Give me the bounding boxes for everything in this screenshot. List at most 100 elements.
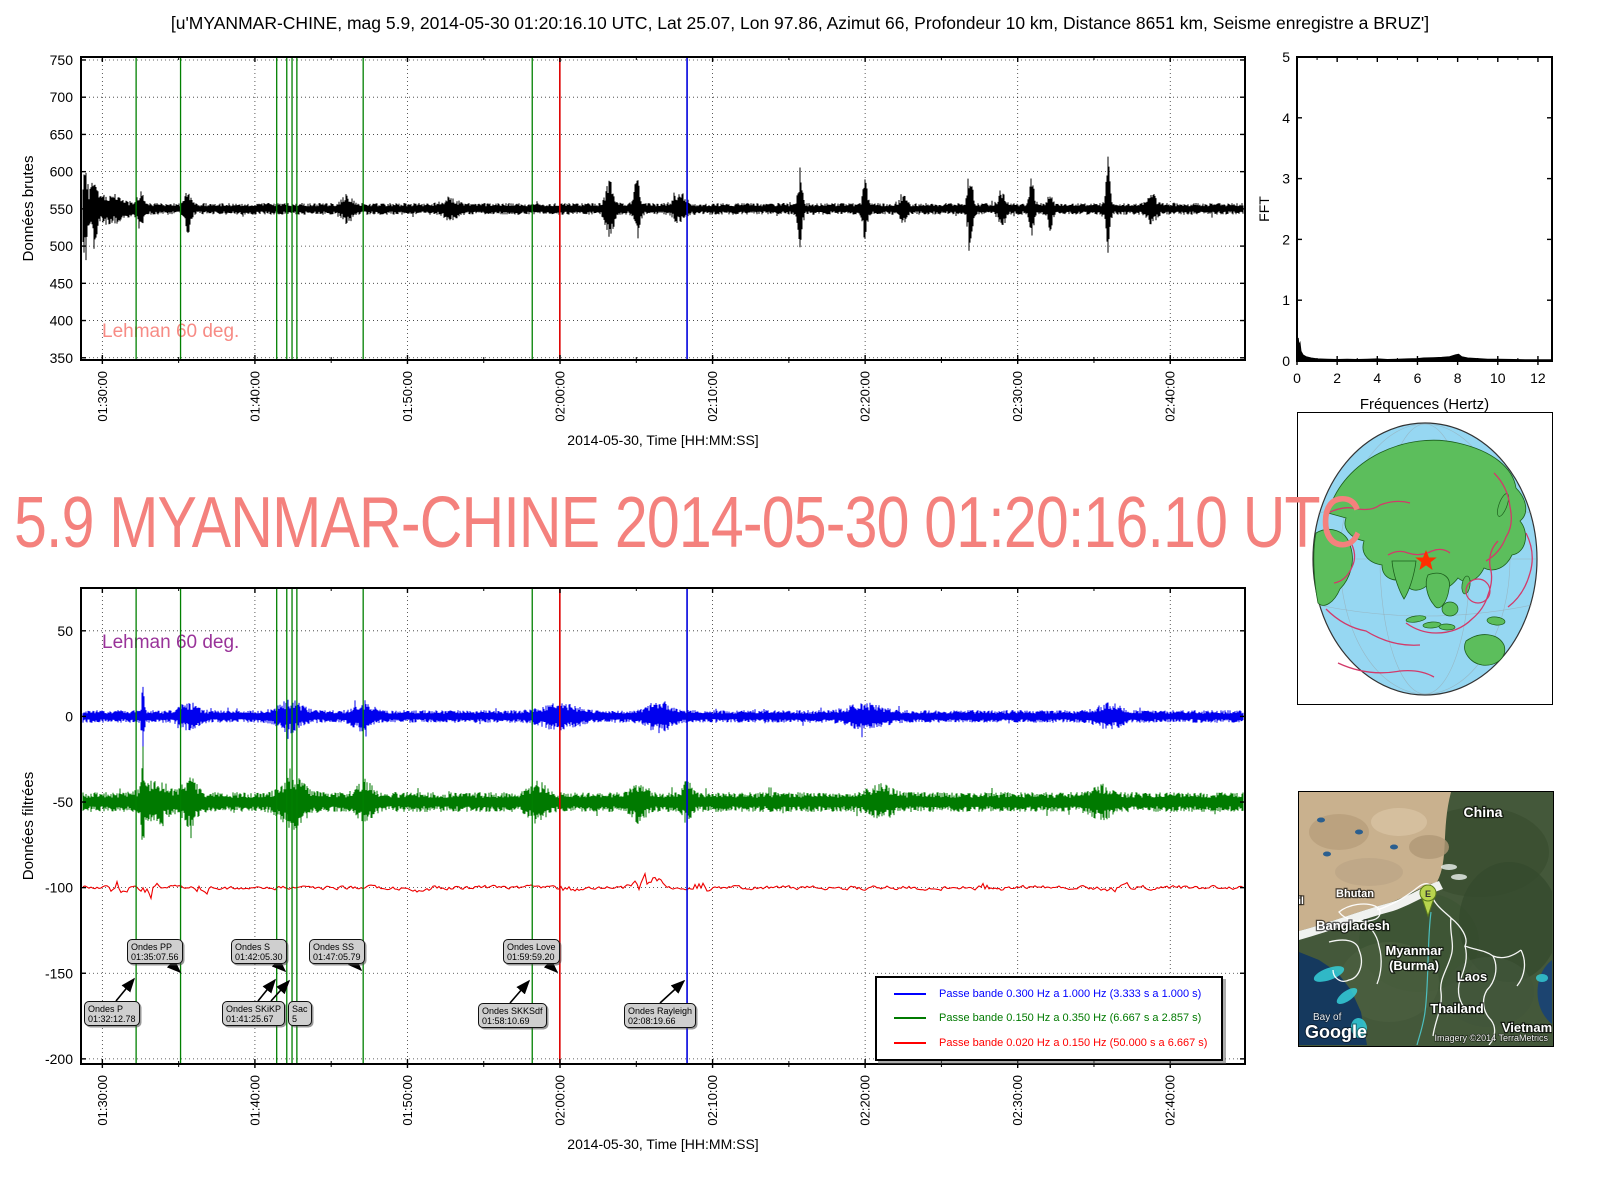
phase-box-ondes-s: Ondes S 01:42:05.30 [231,939,287,965]
phase-box-ondes-pp: Ondes PP 01:35:07.56 [127,939,183,965]
filtered-xlabel: 2014-05-30, Time [HH:MM:SS] [567,1136,758,1152]
annotation-arrow [115,977,136,1002]
globe-landmass [1464,634,1506,666]
map-label-myanmar: Myanmar [1385,943,1442,958]
x-tick-label: 01:40:00 [247,371,262,422]
annotation-arrow [257,978,277,1002]
filtered-corner-label: Lehman 60 deg. [102,632,239,653]
legend-line-sample [894,1041,926,1044]
x-tick-label: 02:30:00 [1010,371,1025,422]
legend-entry: Passe bande 0.300 Hz a 1.000 Hz (3.333 s… [879,988,1219,1000]
x-tick-label: 02:00:00 [553,1075,568,1126]
map-lake [1323,851,1331,857]
y-tick-label: 0 [65,708,73,724]
x-tick-label: 02:10:00 [705,1075,720,1126]
map-shallow-water [1313,966,1345,982]
map-snow-patch [1451,874,1467,880]
phase-time: 01:35:07.56 [131,951,179,962]
map-label-china: China [1464,804,1503,820]
map-pin-letter: E [1425,889,1431,899]
phase-name: Ondes S [235,941,271,952]
globe-plate-boundary [1405,540,1499,634]
fft-y-tick-label: 2 [1282,231,1290,247]
fft-y-tick-label: 1 [1282,292,1290,308]
map-terrain-patch [1444,957,1534,1027]
y-tick-label: 500 [50,238,74,254]
filtered-trace-1 [82,746,1244,840]
y-tick-label: 350 [50,350,74,366]
phase-time: 01:41:25.67 [226,1013,274,1024]
globe-plate-boundary [1327,500,1411,514]
map-border [1482,955,1497,1046]
map-label-vietnam: Vietnam [1502,1020,1552,1035]
map-border [1328,939,1363,982]
map-snow-patch [1441,864,1457,870]
filtered-ylabel: Données filtrées [20,772,37,880]
globe-landmass [1313,529,1353,606]
phase-name: Ondes PP [131,941,173,952]
filtered-trace-group [82,686,1244,901]
globe-plate-boundary [1465,578,1491,604]
phase-box-ondes-rayleigh: Ondes Rayleigh 02:08:19.66 [624,1003,697,1029]
fft-ylabel: FFT [1256,196,1272,222]
event-headline: 5.9 MYANMAR-CHINE 2014-05-30 01:20:16.10… [14,483,1362,563]
raw-trace [82,156,1244,261]
fft-xlabel: Fréquences (Hertz) [1360,396,1489,413]
map-plateau-patch [1371,808,1427,836]
phase-name: Ondes P [88,1003,124,1014]
globe-landmass [1425,572,1450,609]
fft-spectrum [1296,337,1553,362]
phase-name: Ondes Love [507,941,556,952]
globe-island [1405,615,1427,623]
map-border [1432,917,1454,1037]
satellite-location-map: China Bhutan Bangladesh Myanmar (Burma) Laos T… [1298,791,1554,1047]
map-snow-range [1299,881,1443,940]
y-tick-label: 750 [50,52,74,68]
phase-box-ondes-skksdf: Ondes SKKSdf 01:58:10.69 [478,1003,547,1029]
x-tick-label: 02:40:00 [1163,371,1178,422]
globe-graphic [1312,422,1538,696]
y-tick-label: 600 [50,164,74,180]
map-terrain-patch [1339,942,1439,1022]
globe-island [1461,575,1471,595]
phase-time: 01:58:10.69 [482,1015,530,1026]
map-label-thailand: Thailand [1430,1001,1484,1016]
legend-label: Passe bande 0.150 Hz a 0.350 Hz (6.667 s… [939,1012,1202,1025]
globe-location-map [1297,412,1553,705]
annotation-arrows [115,956,686,1004]
x-tick-label: 02:00:00 [553,371,568,422]
legend-line-sample [894,1017,926,1020]
phase-name: Ondes Rayleigh [628,1005,693,1016]
map-label-laos: Laos [1457,969,1487,984]
map-lake [1390,844,1398,850]
map-shallow-water [1536,974,1548,982]
x-tick-label: 02:40:00 [1163,1075,1178,1126]
phase-name: Sac [292,1003,308,1014]
y-tick-label: 550 [50,201,74,217]
map-plateau-patch [1409,835,1449,859]
y-tick-label: -150 [45,965,73,981]
phase-box-ondes-skikp: Ondes SKiKP 01:41:25.67 [222,1001,286,1027]
map-border [1358,919,1382,985]
raw-frame: 01:30:00 01:40:00 01:50:00 02:00:00 02:10:00… [20,52,1246,448]
fft-x-tick-label: 0 [1293,370,1301,386]
map-label-burma: (Burma) [1389,958,1439,973]
phase-box-ondes-love: Ondes Love 01:59:59.20 [503,939,560,965]
globe-plate-boundary [1485,472,1512,562]
map-shallow-water [1350,1018,1368,1038]
globe-island [1486,616,1506,626]
fft-x-tick-label: 6 [1414,370,1422,386]
annotation-arrow [270,979,291,1002]
map-label-bhutan: Bhutan [1336,888,1374,900]
map-lake [1355,829,1363,835]
phase-time: 5 [292,1013,298,1024]
raw-ylabel: Données brutes [20,156,37,262]
figure-title: [u'MYANMAR-CHINE, mag 5.9, 2014-05-30 01… [170,13,1430,33]
globe-island [1441,601,1459,617]
phase-name: Ondes SKKSdf [482,1005,543,1016]
phase-time: 01:47:05.79 [313,951,361,962]
phase-time: 01:42:05.30 [235,951,283,962]
map-shallow-water [1336,987,1358,1005]
y-tick-label: -50 [53,794,73,810]
